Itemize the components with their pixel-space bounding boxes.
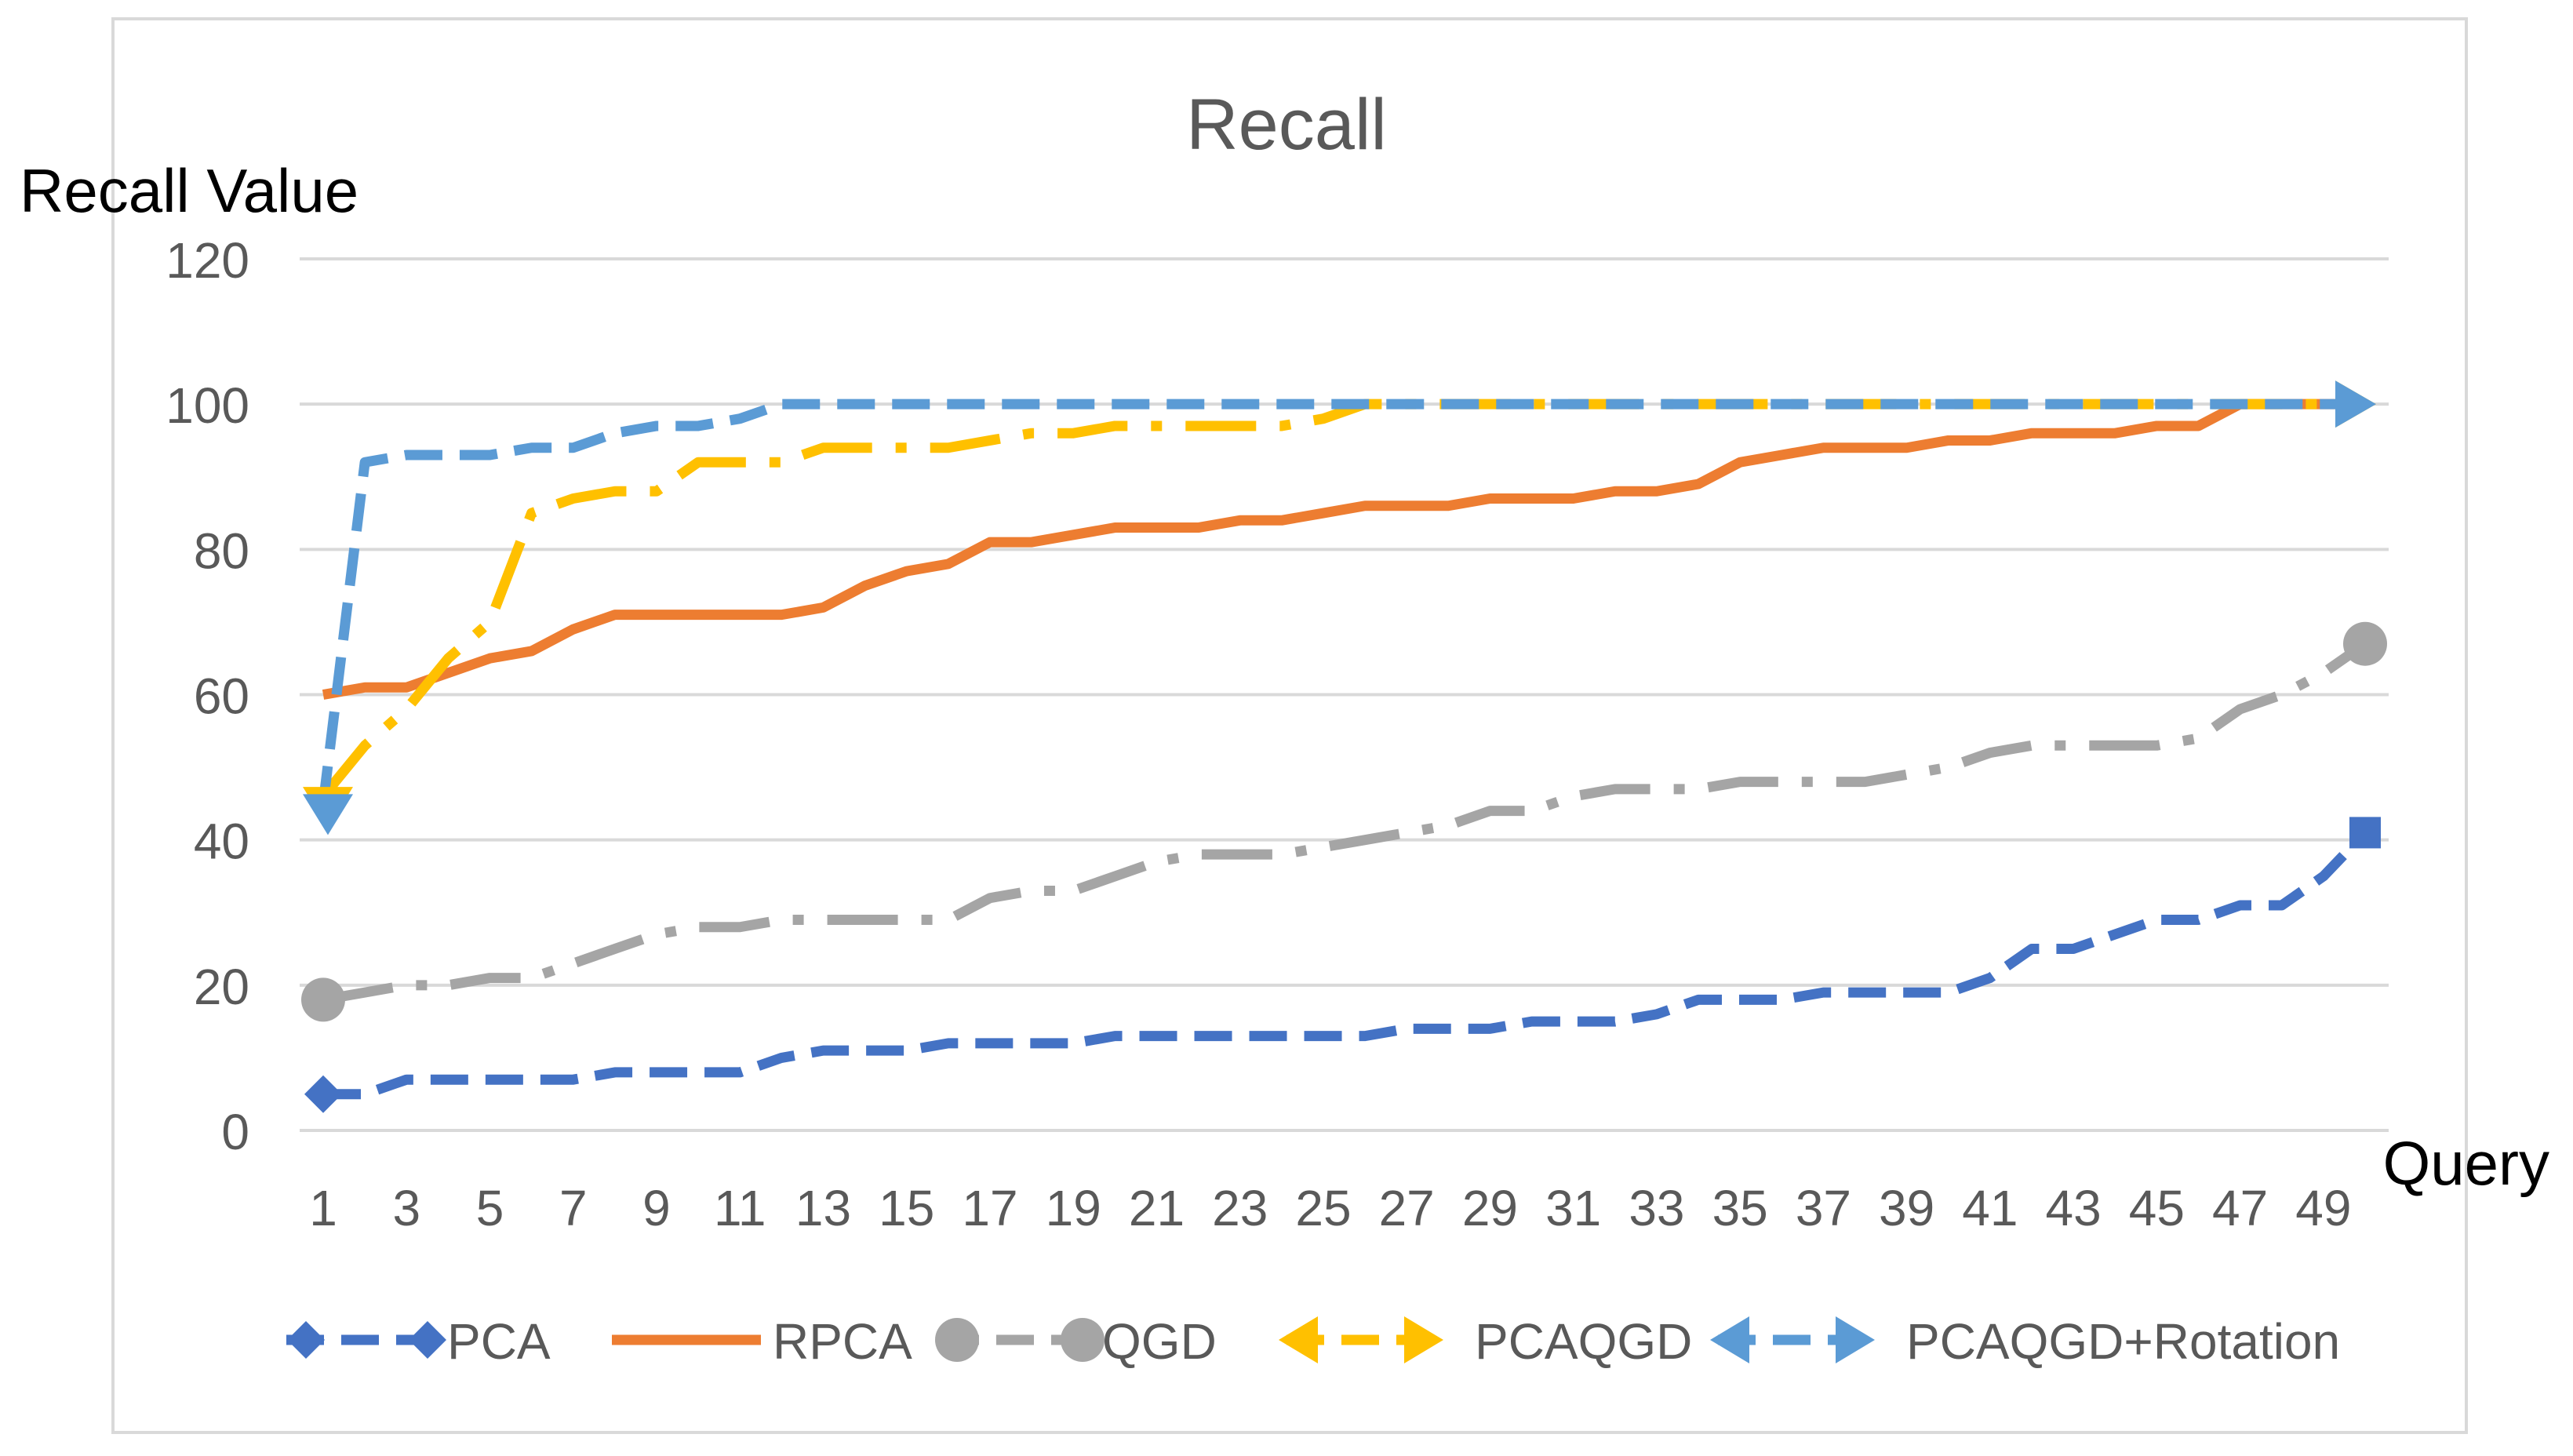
series-lines	[318, 399, 2369, 1100]
x-tick-label: 25	[1295, 1180, 1351, 1236]
x-tick-label: 37	[1796, 1180, 1851, 1236]
x-tick-label: 31	[1545, 1180, 1601, 1236]
x-tick-label: 39	[1879, 1180, 1934, 1236]
series-markers	[301, 380, 2387, 1113]
legend-swatch-marker	[1710, 1316, 1749, 1363]
qgd-end-marker	[2343, 621, 2387, 666]
legend-item-pca[interactable]: PCA	[286, 1313, 551, 1370]
pcaqgd-rotation-end-marker	[2335, 380, 2376, 428]
x-tick-label: 15	[879, 1180, 934, 1236]
qgd-start-marker	[301, 977, 345, 1022]
y-tick-label: 0	[221, 1104, 249, 1160]
x-tick-labels: 1 3 5 7 9 11 13 15 17 19 21 23 25 27 29 31 33 35 37 39 41 43 4…	[309, 1180, 2351, 1236]
legend-item-rpca[interactable]: RPCA	[612, 1313, 912, 1370]
legend-label: PCAQGD	[1475, 1313, 1692, 1370]
legend-swatch-marker	[409, 1321, 446, 1359]
legend-label: QGD	[1102, 1313, 1217, 1370]
legend: PCA RPCA QGD PCAQGD PCAQGD+Rotation	[286, 1313, 2340, 1370]
legend-item-pcaqgd[interactable]: PCAQGD	[1279, 1313, 1692, 1370]
x-tick-label: 19	[1046, 1180, 1101, 1236]
x-tick-label: 7	[559, 1180, 588, 1236]
x-tick-label: 41	[1962, 1180, 2018, 1236]
x-tick-label: 17	[962, 1180, 1017, 1236]
series-line-pcaqgd-rotation	[318, 399, 2365, 805]
y-axis-label: Recall Value	[20, 156, 358, 225]
x-tick-label: 33	[1629, 1180, 1684, 1236]
legend-swatch-marker	[1279, 1316, 1318, 1363]
x-tick-label: 29	[1462, 1180, 1518, 1236]
legend-item-qgd[interactable]: QGD	[935, 1313, 1217, 1370]
x-tick-label: 13	[795, 1180, 851, 1236]
legend-swatch-marker	[1061, 1318, 1105, 1362]
legend-item-pcaqgd-rotation[interactable]: PCAQGD+Rotation	[1710, 1313, 2340, 1370]
x-tick-label: 3	[392, 1180, 420, 1236]
x-tick-label: 35	[1712, 1180, 1768, 1236]
series-line-pca	[323, 828, 2369, 1100]
x-tick-label: 5	[476, 1180, 504, 1236]
legend-swatch-marker	[287, 1321, 325, 1359]
x-tick-label: 49	[2295, 1180, 2351, 1236]
x-tick-label: 45	[2129, 1180, 2185, 1236]
pca-end-marker	[2349, 817, 2381, 849]
legend-label: PCA	[447, 1313, 551, 1370]
pca-start-marker	[304, 1075, 342, 1113]
legend-swatch-marker	[1404, 1316, 1443, 1363]
x-tick-label: 11	[714, 1180, 766, 1236]
pcaqgd-rotation-start-marker	[303, 794, 353, 835]
legend-label: PCAQGD+Rotation	[1906, 1313, 2340, 1370]
x-tick-label: 9	[642, 1180, 671, 1236]
y-tick-label: 120	[166, 232, 249, 289]
x-tick-label: 43	[2046, 1180, 2102, 1236]
legend-swatch-marker	[1836, 1316, 1875, 1363]
x-tick-label: 27	[1379, 1180, 1435, 1236]
chart-border	[111, 17, 2468, 1434]
series-line-qgd	[322, 639, 2368, 1005]
y-tick-label: 80	[194, 522, 249, 579]
chart-title: Recall	[1186, 85, 1387, 165]
y-tick-label: 20	[194, 959, 249, 1015]
y-tick-label: 60	[194, 668, 249, 725]
y-tick-label: 100	[166, 377, 249, 434]
series-line-rpca	[322, 399, 2365, 700]
y-tick-labels: 0 20 40 60 80 100 120	[166, 232, 249, 1160]
x-tick-label: 1	[309, 1180, 337, 1236]
legend-label: RPCA	[773, 1313, 912, 1370]
x-tick-label: 47	[2212, 1180, 2268, 1236]
legend-swatch-marker	[935, 1318, 979, 1362]
y-tick-label: 40	[194, 814, 249, 870]
x-tick-label: 23	[1212, 1180, 1268, 1236]
x-axis-label: Query	[2383, 1129, 2549, 1198]
x-tick-label: 21	[1129, 1180, 1185, 1236]
